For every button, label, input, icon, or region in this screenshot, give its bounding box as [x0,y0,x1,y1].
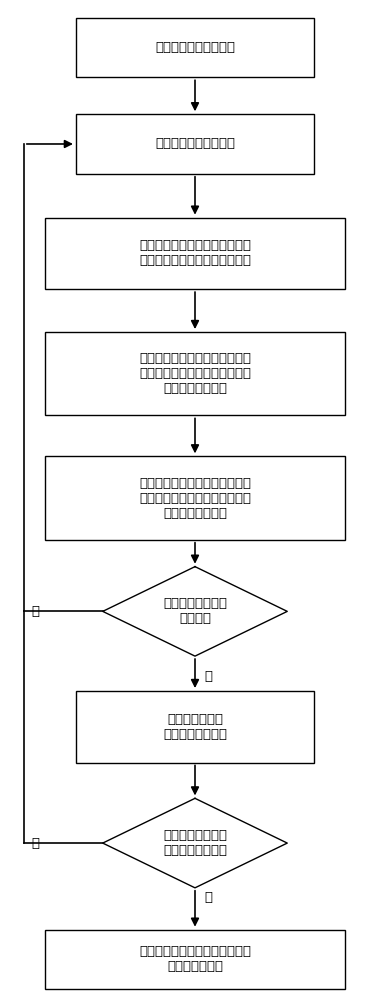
Text: 构建菱形，并利用菱形各顶点的
数据计算每个最小网格单元边线
中心点的高程数据: 构建菱形，并利用菱形各顶点的 数据计算每个最小网格单元边线 中心点的高程数据 [139,352,251,395]
Text: 是: 是 [204,891,213,904]
FancyBboxPatch shape [45,930,345,989]
FancyBboxPatch shape [45,218,345,289]
FancyBboxPatch shape [45,332,345,415]
FancyBboxPatch shape [76,691,314,763]
FancyBboxPatch shape [45,456,345,540]
Text: 选取目标区域，
构成新的矩形网格: 选取目标区域， 构成新的矩形网格 [163,713,227,741]
Text: 利用最小网格单元边线中心点的
高程数据更新每个最小网格单元
的中心点高程数据: 利用最小网格单元边线中心点的 高程数据更新每个最小网格单元 的中心点高程数据 [139,477,251,520]
FancyBboxPatch shape [76,114,314,174]
Text: 三维地形的局部精
度符合预设的要求: 三维地形的局部精 度符合预设的要求 [163,829,227,857]
Text: 引入外部约束数据，对获得的三
维地形进行修正: 引入外部约束数据，对获得的三 维地形进行修正 [139,945,251,973]
Text: 创建数据存储网格模型: 创建数据存储网格模型 [155,41,235,54]
Text: 利用四个顶点高程数据求得每个
最小网格单元的中心点高程数据: 利用四个顶点高程数据求得每个 最小网格单元的中心点高程数据 [139,239,251,267]
Text: 三维地形整体精度
达到要求: 三维地形整体精度 达到要求 [163,597,227,625]
FancyBboxPatch shape [76,18,314,77]
Text: 是: 是 [204,670,213,683]
Text: 否: 否 [32,605,39,618]
Text: 否: 否 [32,837,39,850]
Text: 更新当前地形点行列数: 更新当前地形点行列数 [155,137,235,150]
